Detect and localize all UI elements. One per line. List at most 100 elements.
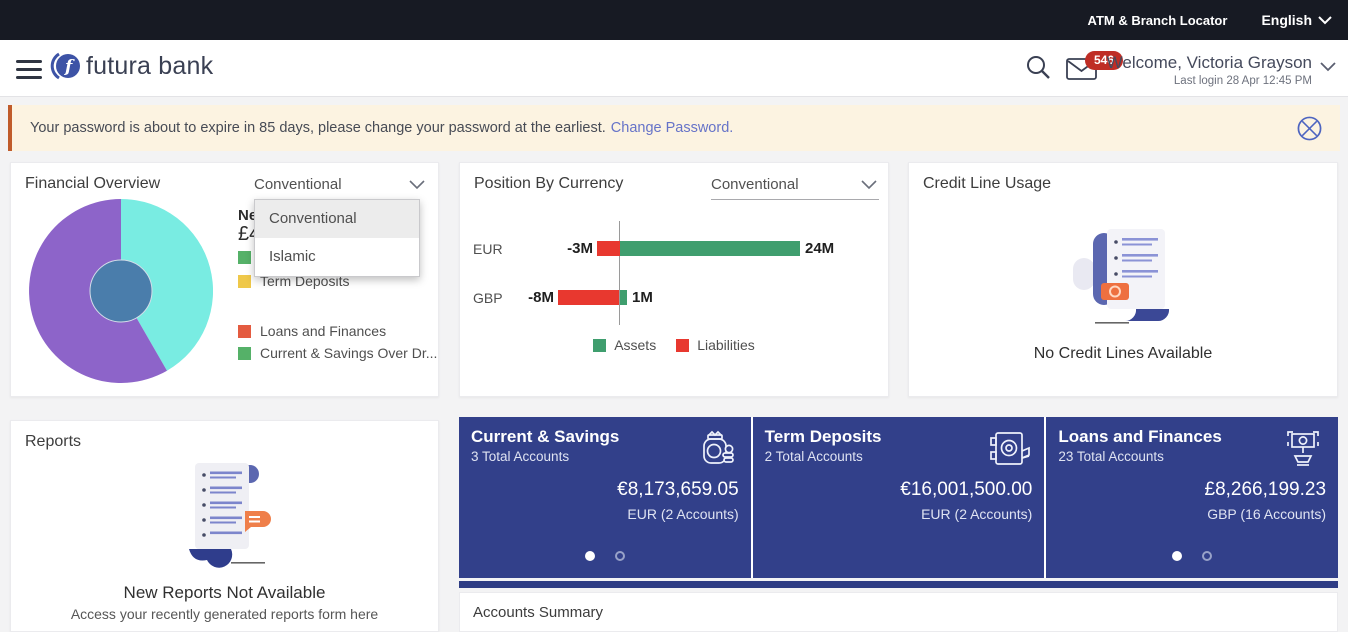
legend-swatch (238, 251, 251, 264)
carousel-dot[interactable] (1202, 551, 1213, 561)
account-card-title: Current & Savings (471, 427, 620, 446)
legend-swatch (238, 346, 251, 360)
financial-overview-card: Financial Overview Conventional Ne £4 Te… (10, 162, 439, 397)
svg-text:f: f (64, 57, 75, 77)
banner-message: Your password is about to expire in 85 d… (30, 120, 606, 136)
language-selector[interactable]: English (1261, 12, 1332, 28)
financial-overview-title: Financial Overview (25, 175, 161, 192)
account-card-subtitle: 23 Total Accounts (1058, 449, 1164, 464)
search-icon[interactable] (1026, 55, 1052, 81)
credit-line-usage-card: Credit Line Usage No Credit Lines Availa… (908, 162, 1338, 397)
account-card-amount: €16,001,500.00 (900, 479, 1033, 500)
atm-branch-locator-link[interactable]: ATM & Branch Locator (1087, 12, 1228, 28)
legend-item: Current & Savings Over Dr... (238, 345, 437, 361)
account-card-amount: €8,173,659.05 (617, 479, 739, 500)
accounts-summary-title: Accounts Summary (473, 604, 604, 621)
dropdown-underline (711, 199, 879, 200)
brand-logo[interactable]: f futura bank (48, 49, 213, 83)
carousel-dot[interactable] (614, 551, 625, 561)
dropdown-option-islamic[interactable]: Islamic (269, 248, 316, 265)
term-deposits-card[interactable]: Term Deposits 2 Total Accounts €16,001,5… (752, 417, 1045, 578)
account-card-detail: EUR (2 Accounts) (627, 506, 739, 522)
position-by-currency-card: Position By Currency Conventional EUR -3… (459, 162, 889, 397)
chevron-down-icon[interactable] (1320, 62, 1336, 72)
savings-jar-icon (702, 430, 734, 464)
legend-item: Assets (593, 337, 656, 353)
category-label-eur: EUR (473, 241, 503, 257)
category-label-gbp: GBP (473, 290, 503, 306)
reports-illustration (189, 463, 271, 568)
bar-label-eur-asset: 24M (805, 240, 835, 257)
legend-label: Liabilities (697, 337, 755, 353)
account-card-title: Loans and Finances (1058, 427, 1222, 446)
legend-label: Assets (614, 337, 657, 353)
carousel-bottom-strip (459, 581, 1338, 588)
welcome-text: Welcome, Victoria Grayson (1106, 53, 1312, 72)
last-login-text: Last login 28 Apr 12:45 PM (1173, 75, 1312, 87)
account-card-detail: GBP (16 Accounts) (1207, 506, 1327, 522)
credit-line-usage-title: Credit Line Usage (923, 175, 1052, 192)
legend-item (238, 251, 260, 264)
net-worth-donut-chart (29, 199, 213, 383)
legend-label: Loans and Finances (260, 323, 387, 339)
brand-name: futura bank (86, 51, 214, 80)
legend-swatch (593, 338, 607, 352)
account-cards-carousel: Current & Savings 3 Total Accounts €8,17… (459, 417, 1339, 578)
password-expiry-banner: Your password is about to expire in 85 d… (8, 105, 1340, 151)
language-label: English (1261, 12, 1312, 28)
account-card-title: Term Deposits (764, 427, 882, 446)
carousel-dot-active[interactable] (1172, 551, 1183, 561)
no-reports-subtitle: Access your recently generated reports f… (70, 606, 379, 622)
bar-chart-legend: Assets Liabilities (460, 337, 888, 353)
carousel-dots (1046, 551, 1338, 561)
legend-item: Loans and Finances (238, 323, 386, 339)
reports-card: Reports New Reports Not Available Access… (10, 420, 439, 632)
hamburger-menu-icon[interactable] (16, 60, 42, 84)
carousel-dot-active[interactable] (584, 551, 595, 561)
top-utility-bar: ATM & Branch Locator English (0, 0, 1348, 40)
account-card-subtitle: 3 Total Accounts (471, 449, 570, 464)
position-filter[interactable]: Conventional (711, 176, 799, 193)
bar-label-gbp-asset: 1M (632, 289, 653, 306)
dropdown-option-conventional[interactable]: Conventional (255, 200, 419, 238)
chevron-down-icon (1318, 15, 1332, 24)
loan-hand-money-icon (1287, 431, 1319, 466)
credit-line-illustration (1073, 229, 1170, 324)
gbp-assets-bar (620, 290, 627, 305)
legend-swatch (676, 338, 690, 352)
filter-dropdown-panel: Conventional Islamic (254, 199, 420, 277)
futura-bank-logo-icon: f (50, 52, 80, 80)
bar-label-eur-liability: -3M (567, 240, 593, 257)
safe-vault-icon (990, 432, 1031, 465)
no-reports-title: New Reports Not Available (123, 583, 326, 602)
account-card-amount: £8,266,199.23 (1204, 479, 1327, 500)
current-savings-card[interactable]: Current & Savings 3 Total Accounts €8,17… (459, 417, 751, 578)
chevron-down-icon[interactable] (861, 180, 877, 190)
legend-swatch (238, 324, 251, 338)
change-password-link[interactable]: Change Password. (610, 120, 734, 136)
chevron-down-icon[interactable] (409, 180, 425, 190)
eur-liabilities-bar (597, 241, 620, 256)
reports-title: Reports (25, 433, 82, 450)
legend-swatch (238, 274, 251, 288)
position-by-currency-title: Position By Currency (474, 175, 624, 192)
user-menu[interactable]: Welcome, Victoria Grayson Last login 28 … (1107, 53, 1312, 87)
net-worth-label-fragment: Ne (238, 207, 258, 224)
carousel-dots (459, 551, 751, 561)
legend-label: Term Deposits (260, 273, 350, 289)
loans-finances-card[interactable]: Loans and Finances 23 Total Accounts £8,… (1046, 417, 1339, 578)
mail-badge: 546 (1085, 51, 1124, 70)
account-card-subtitle: 2 Total Accounts (764, 449, 863, 464)
financial-overview-filter[interactable]: Conventional (254, 176, 342, 193)
no-credit-lines-text: No Credit Lines Available (1033, 345, 1213, 362)
accounts-summary-panel: Accounts Summary (459, 592, 1338, 632)
eur-assets-bar (620, 241, 800, 256)
bar-label-gbp-liability: -8M (528, 289, 554, 306)
zero-axis-line (619, 221, 620, 325)
app-header (0, 40, 1348, 97)
account-card-detail: EUR (2 Accounts) (921, 506, 1033, 522)
legend-item: Term Deposits (238, 273, 349, 289)
legend-label: Current & Savings Over Dr... (260, 345, 438, 361)
legend-item: Liabilities (676, 337, 755, 353)
close-icon[interactable] (1297, 116, 1322, 141)
